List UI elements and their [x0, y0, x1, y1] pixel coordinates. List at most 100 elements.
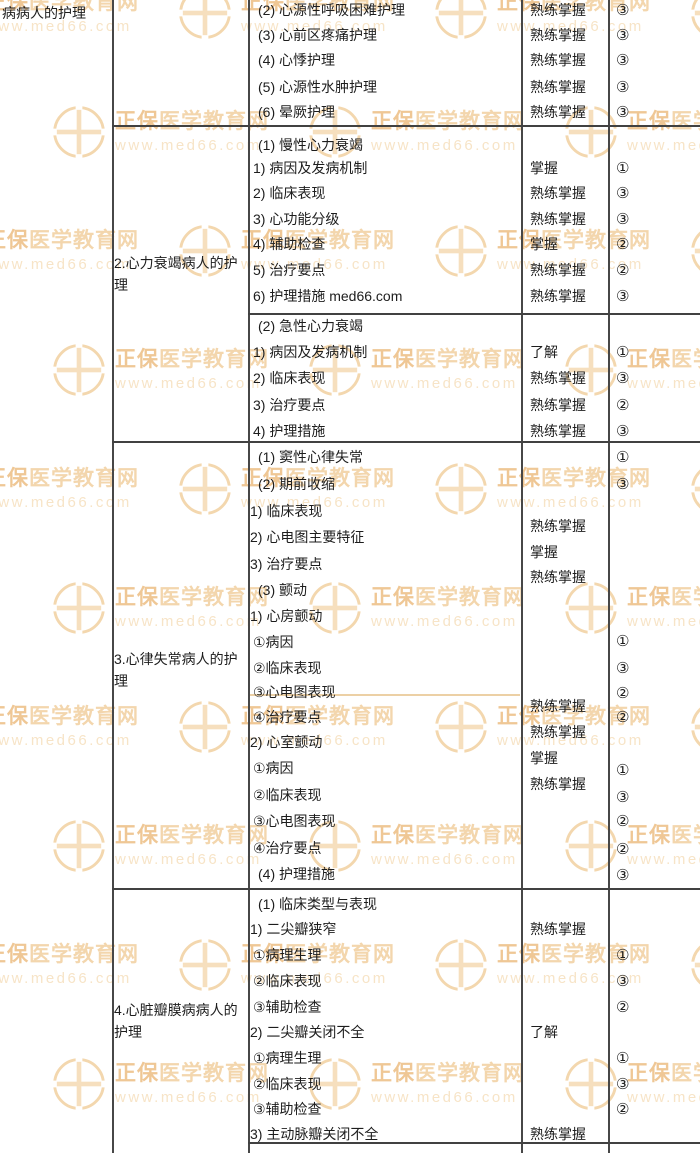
item-line: ③心电图表现	[253, 813, 336, 829]
mastery-cell: 熟练掌握	[530, 724, 586, 740]
item-line: 3) 治疗要点	[250, 556, 323, 572]
mastery-cell: 熟练掌握	[530, 211, 586, 227]
item-line: 2) 临床表现	[253, 185, 326, 201]
level-badge: ③	[616, 423, 630, 440]
item-line: 2) 二尖瓣关闭不全	[250, 1024, 365, 1040]
group-header: (2) 急性心力衰竭	[258, 318, 363, 334]
level-badge: ②	[616, 999, 630, 1016]
level-badge: ③	[616, 52, 630, 69]
item-line: ①病理生理	[253, 947, 322, 963]
level-badge: ①	[616, 947, 630, 964]
section-label-heart-failure: 2.心力衰竭病人的护理	[114, 255, 238, 293]
level-badge: ①	[616, 633, 630, 650]
item-line: ②临床表现	[253, 973, 322, 989]
item-line: ①病理生理	[253, 1050, 322, 1066]
mastery-cell: 熟练掌握	[530, 288, 586, 304]
table-border-horizontal-2	[248, 313, 700, 315]
item-line: ③辅助检查	[253, 999, 322, 1015]
mastery-cell: 了解	[530, 344, 558, 360]
level-badge: ③	[616, 660, 630, 677]
item-line: (3) 心前区疼痛护理	[258, 27, 377, 43]
item-line: (1) 临床类型与表现	[258, 896, 377, 912]
item-line: 3) 主动脉瓣关闭不全	[250, 1126, 379, 1142]
item-line: (4) 护理措施	[258, 866, 335, 882]
table-border-horizontal-4	[112, 888, 700, 890]
chapter-label: 病病人的护理	[2, 5, 86, 21]
level-badge: ③	[616, 476, 630, 493]
level-badge: ②	[616, 813, 630, 830]
mastery-cell: 熟练掌握	[530, 397, 586, 413]
level-badge: ①	[616, 1050, 630, 1067]
item-line: ③心电图表现	[253, 684, 336, 700]
mastery-cell: 熟练掌握	[530, 423, 586, 439]
level-badge: ③	[616, 867, 630, 884]
mastery-cell: 掌握	[530, 750, 558, 766]
item-line: (1) 窦性心律失常	[258, 449, 363, 465]
item-line: 5) 治疗要点	[253, 262, 326, 278]
table-border-vertical-4	[608, 0, 610, 1153]
level-badge: ①	[616, 762, 630, 779]
level-badge: ②	[616, 262, 630, 279]
item-line: (3) 颤动	[258, 582, 307, 598]
level-badge: ①	[616, 449, 630, 466]
table-border-horizontal-1	[112, 125, 700, 127]
watermark-underline	[250, 694, 520, 696]
item-line: 2) 心室颤动	[250, 734, 323, 750]
item-line: 4) 护理措施	[253, 423, 326, 439]
mastery-cell: 熟练掌握	[530, 698, 586, 714]
level-badge: ③	[616, 1076, 630, 1093]
item-line: 1) 病因及发病机制	[253, 160, 368, 176]
table-border-vertical-1	[112, 0, 114, 1153]
level-badge: ③	[616, 211, 630, 228]
level-badge: ②	[616, 236, 630, 253]
mastery-cell: 熟练掌握	[530, 2, 586, 18]
item-line: ②临床表现	[253, 660, 322, 676]
mastery-cell: 熟练掌握	[530, 921, 586, 937]
table-border-horizontal-3	[112, 441, 700, 443]
mastery-cell: 熟练掌握	[530, 569, 586, 585]
level-badge: ③	[616, 973, 630, 990]
item-line: 3) 治疗要点	[253, 397, 326, 413]
level-badge: ③	[616, 27, 630, 44]
item-line: ①病因	[253, 634, 294, 650]
item-line: 1) 病因及发病机制	[253, 344, 368, 360]
mastery-cell: 熟练掌握	[530, 27, 586, 43]
mastery-cell: 掌握	[530, 544, 558, 560]
level-badge: ③	[616, 104, 630, 121]
level-badge: ②	[616, 397, 630, 414]
item-line: 1) 临床表现	[250, 503, 323, 519]
item-line: ②临床表现	[253, 787, 322, 803]
level-badge: ①	[616, 344, 630, 361]
mastery-cell: 熟练掌握	[530, 185, 586, 201]
item-line: (2) 心源性呼吸困难护理	[258, 2, 405, 18]
level-badge: ②	[616, 709, 630, 726]
mastery-cell: 掌握	[530, 236, 558, 252]
mastery-cell: 熟练掌握	[530, 518, 586, 534]
item-line: 6) 护理措施 med66.com	[253, 288, 403, 304]
mastery-cell: 熟练掌握	[530, 1126, 586, 1142]
item-line: ①病因	[253, 760, 294, 776]
item-line: 1) 心房颤动	[250, 608, 323, 624]
section-label-arrhythmia: 3.心律失常病人的护理	[114, 651, 238, 689]
table-border-horizontal-5	[248, 1142, 700, 1144]
level-badge: ③	[616, 2, 630, 19]
item-line: 4) 辅助检查	[253, 236, 326, 252]
level-badge: ③	[616, 79, 630, 96]
item-line: (2) 期前收缩	[258, 476, 335, 492]
item-line: (5) 心源性水肿护理	[258, 79, 377, 95]
item-line: (6) 晕厥护理	[258, 104, 335, 120]
item-line: ④治疗要点	[253, 840, 322, 856]
level-badge: ②	[616, 1101, 630, 1118]
item-line: 1) 二尖瓣狭窄	[250, 921, 337, 937]
mastery-cell: 了解	[530, 1024, 558, 1040]
mastery-cell: 熟练掌握	[530, 79, 586, 95]
table-border-vertical-2	[248, 0, 250, 1153]
level-badge: ①	[616, 160, 630, 177]
table-border-vertical-3	[521, 0, 523, 1153]
level-badge: ②	[616, 841, 630, 858]
item-line: 2) 心电图主要特征	[250, 529, 365, 545]
level-badge: ③	[616, 789, 630, 806]
level-badge: ③	[616, 185, 630, 202]
